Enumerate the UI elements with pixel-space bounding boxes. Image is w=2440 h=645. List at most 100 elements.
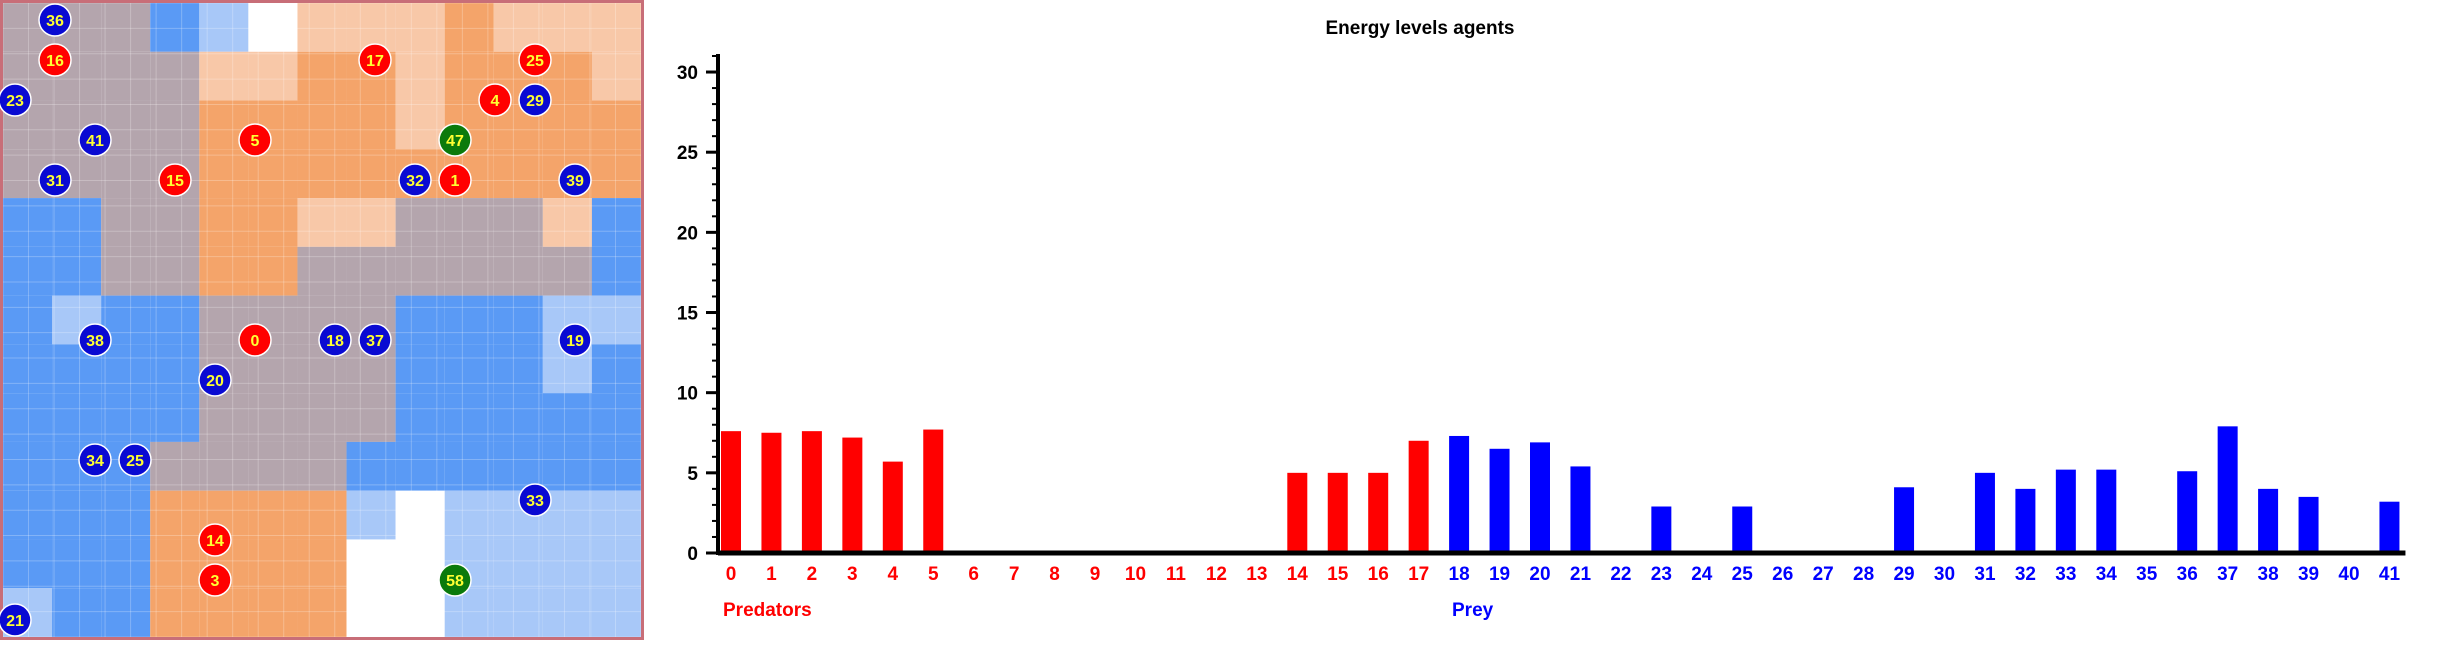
grid-cell [346,100,396,150]
prey-agent[interactable]: 37 [358,323,392,357]
energy-bar [1408,440,1429,553]
prey-agent-marker [518,83,552,117]
grid-cell [395,3,445,52]
grid-cell [542,100,592,150]
predator-agent[interactable]: 1 [438,163,472,197]
prey-agent-label: 32 [406,173,424,190]
prey-agent[interactable]: 20 [198,363,232,397]
grid-cell [3,246,53,296]
other-agent-label: 58 [446,573,464,590]
grid-cell [248,246,298,296]
prey-agent[interactable]: 32 [398,163,432,197]
grid-cell [395,490,445,540]
grid-cell [199,149,249,199]
prey-agent-label: 41 [86,133,104,150]
energy-bar [1530,442,1550,553]
prey-agent[interactable]: 18 [318,323,352,357]
grid-cell [297,539,347,589]
predator-agent-marker [158,163,192,197]
grid-border [0,0,644,640]
grid-cell [493,344,543,394]
energy-bar [882,461,903,553]
prey-agent[interactable]: 33 [518,483,552,517]
prey-agent[interactable]: 29 [518,83,552,117]
predator-agent-label: 0 [251,333,260,350]
grid-cell [542,441,592,491]
prey-agent-marker [198,363,232,397]
predator-agent[interactable]: 5 [238,123,272,157]
prey-agent-label: 37 [366,333,384,350]
prey-agent[interactable]: 25 [118,443,152,477]
prey-agent[interactable]: 36 [38,3,72,37]
predator-agent[interactable]: 25 [518,43,552,77]
grid-cell [444,198,494,247]
predator-agent[interactable]: 15 [158,163,192,197]
prey-agent[interactable]: 23 [0,83,32,117]
x-tick-label: 32 [2015,564,2036,585]
predator-agent-marker [38,43,72,77]
energy-bar [2055,469,2076,553]
grid-cell [346,3,396,52]
grid-cell [591,441,641,491]
x-tick-label: 26 [1772,564,1793,585]
predator-agent-label: 1 [451,173,460,190]
grid-cell [542,539,592,589]
grid-cell [297,149,347,199]
grid-cell [395,246,445,296]
prey-agent-label: 33 [526,493,544,510]
predator-agent[interactable]: 3 [198,563,232,597]
energy-bar [2177,471,2198,553]
grid-cell [346,441,396,491]
grid-cell [395,344,445,394]
grid-cell [150,344,200,394]
grid-cell [101,490,151,540]
prey-agent[interactable]: 21 [0,603,32,637]
x-tick-label: 41 [2379,564,2401,585]
prey-agent[interactable]: 19 [558,323,592,357]
predator-agent[interactable]: 17 [358,43,392,77]
other-agent-marker [438,123,472,157]
prey-agent-marker [518,483,552,517]
grid-cell [199,198,249,247]
predator-agent[interactable]: 4 [478,83,512,117]
grid-cell [199,393,249,442]
x-tick-label: 36 [2177,564,2198,585]
grid-cell [346,539,396,589]
prey-agent[interactable]: 38 [78,323,112,357]
grid-cell [248,51,298,101]
prey-agent[interactable]: 39 [558,163,592,197]
other-agent[interactable]: 47 [438,123,472,157]
environment-grid-panel: 16 17 25 4 5 15 1 0 14 3 36 23 29 41 31 32 39 38 18 37 19 20 3… [0,0,644,640]
grid-cell [346,393,396,442]
predator-agent-label: 25 [526,53,544,70]
predator-agent[interactable]: 0 [238,323,272,357]
x-tick-label: 2 [807,564,818,585]
grid-cell [150,539,200,589]
prey-agent-label: 20 [206,373,224,390]
grid-cell [150,295,200,345]
x-tick-label: 28 [1853,564,1874,585]
grid-cell [591,344,641,394]
energy-bar [2217,426,2238,553]
x-tick-label: 24 [1691,564,1713,585]
predator-agent[interactable]: 16 [38,43,72,77]
other-agent[interactable]: 58 [438,563,472,597]
grid-cell [52,588,102,637]
grid-cell [395,393,445,442]
other-agent-label: 47 [446,133,464,150]
grid-cell [248,198,298,247]
grid-cell [101,246,151,296]
prey-agent[interactable]: 41 [78,123,112,157]
grid-cell [346,588,396,637]
grid-cell [150,393,200,442]
prey-agent-marker [318,323,352,357]
predator-agent[interactable]: 14 [198,523,232,557]
prey-agent[interactable]: 31 [38,163,72,197]
prey-agent[interactable]: 34 [78,443,112,477]
energy-bar [2379,501,2400,553]
grid-cell [444,246,494,296]
x-tick-label: 6 [968,564,979,585]
prey-agent-marker [0,603,32,637]
grid-cell [297,441,347,491]
grid-cell [297,51,347,101]
